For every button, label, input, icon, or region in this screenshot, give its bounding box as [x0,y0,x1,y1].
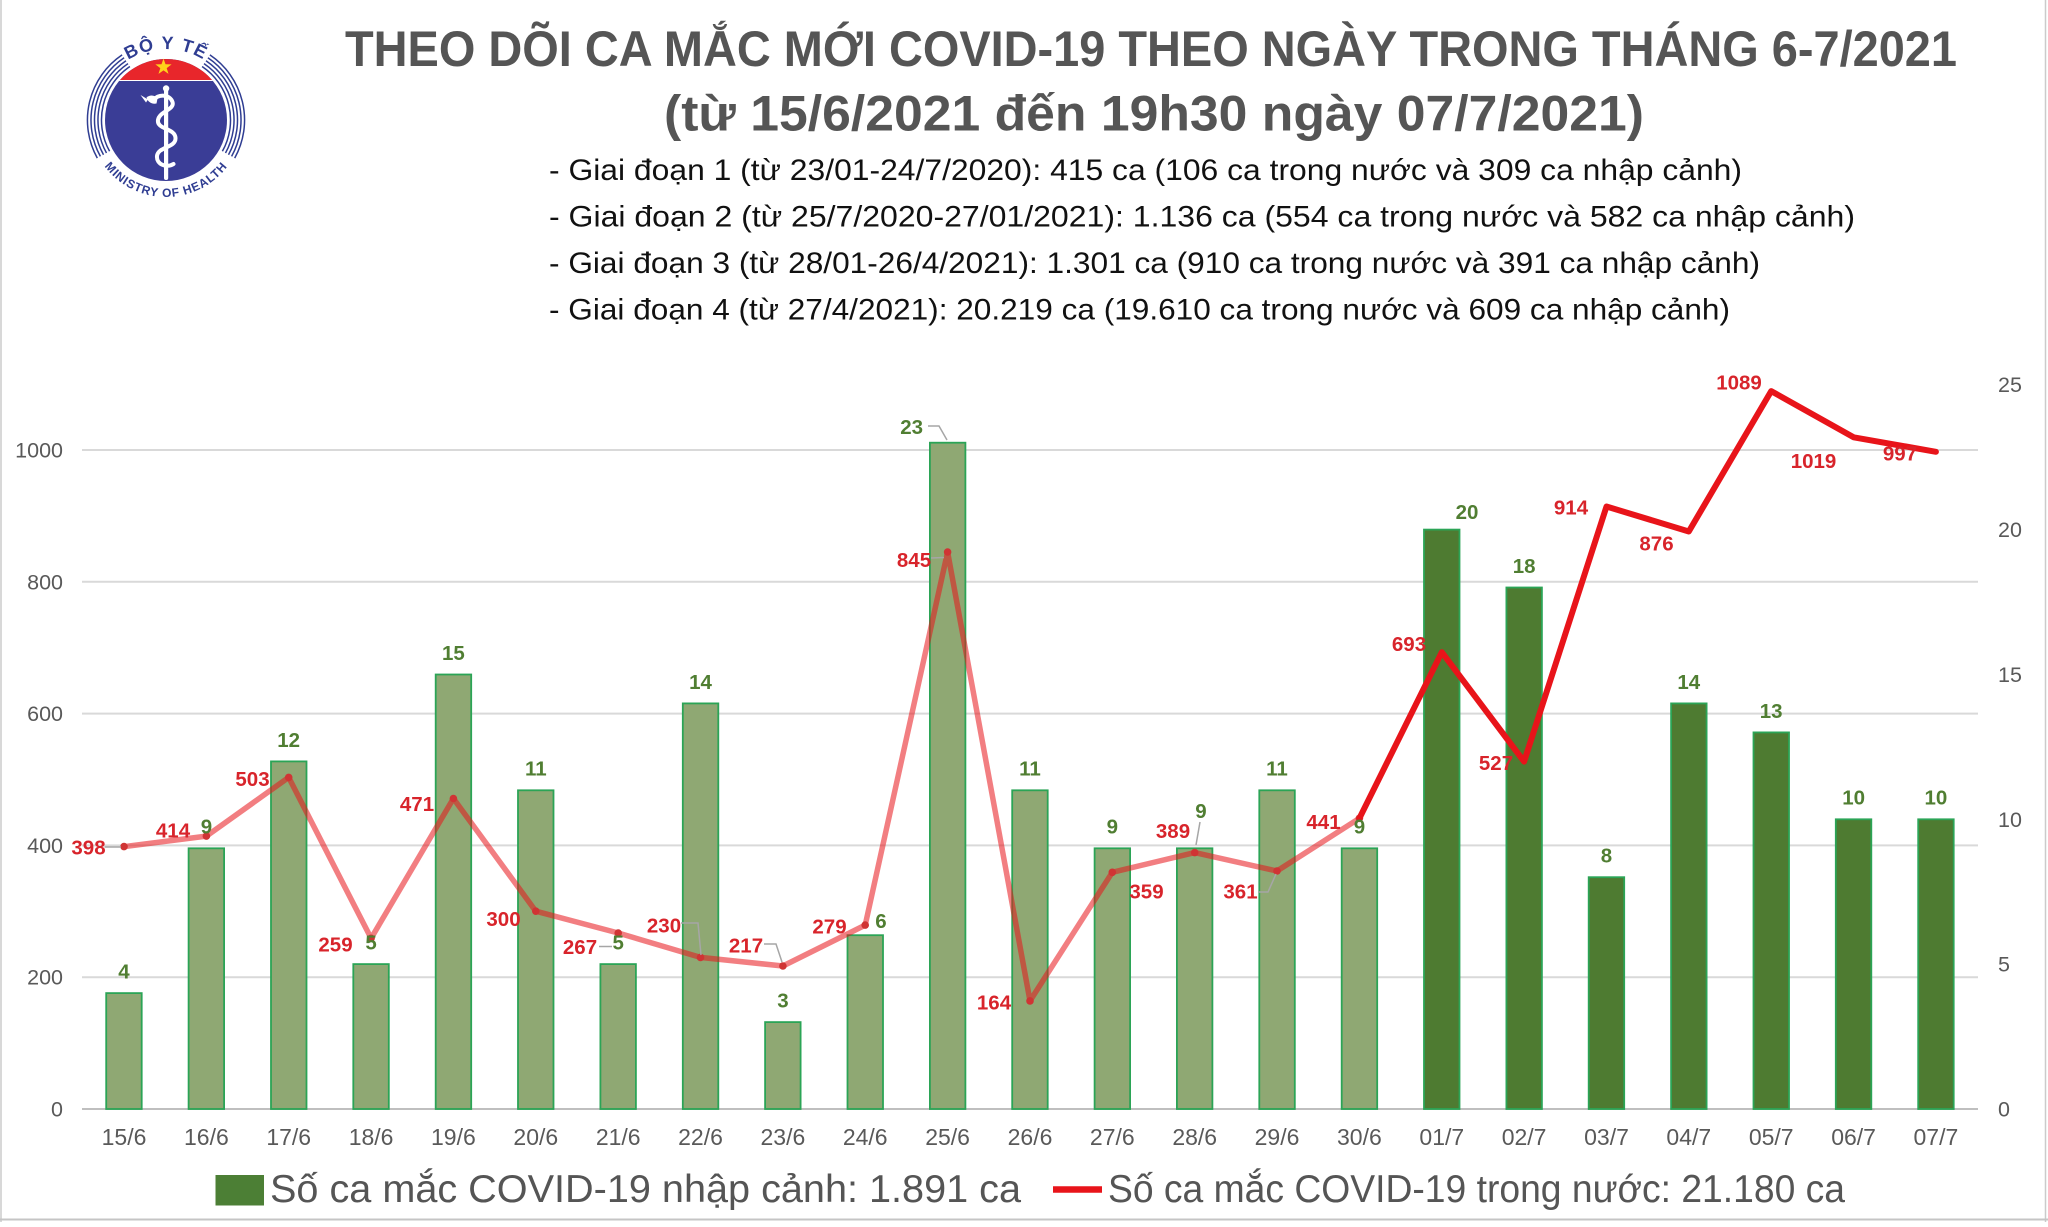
svg-text:15: 15 [442,642,465,665]
svg-text:20: 20 [1456,501,1479,524]
svg-text:0: 0 [51,1098,63,1122]
svg-text:23: 23 [900,416,923,439]
svg-text:(từ 15/6/2021 đến 19h30 ngày 0: (từ 15/6/2021 đến 19h30 ngày 07/7/2021) [664,86,1644,142]
svg-text:25: 25 [1998,373,2022,397]
svg-text:28/6: 28/6 [1172,1124,1217,1150]
svg-text:07/7: 07/7 [1914,1124,1959,1150]
svg-text:22/6: 22/6 [678,1124,723,1150]
svg-text:11: 11 [525,758,547,781]
svg-text:17/6: 17/6 [266,1124,311,1150]
svg-text:9: 9 [1195,800,1206,823]
svg-text:23/6: 23/6 [761,1124,806,1150]
svg-text:4: 4 [118,961,130,984]
svg-text:05/7: 05/7 [1749,1124,1794,1150]
svg-text:164: 164 [977,992,1012,1015]
svg-text:06/7: 06/7 [1831,1124,1876,1150]
svg-text:12: 12 [277,729,300,752]
svg-text:24/6: 24/6 [843,1124,888,1150]
svg-text:THEO DÕI CA MẮC MỚI COVID-19 T: THEO DÕI CA MẮC MỚI COVID-19 THEO NGÀY T… [345,20,1957,77]
svg-text:9: 9 [1354,816,1365,839]
svg-text:9: 9 [201,816,212,839]
svg-text:471: 471 [400,793,434,816]
svg-text:21/6: 21/6 [596,1124,641,1150]
svg-text:13: 13 [1760,700,1783,723]
svg-text:- Giai đoạn 2 (từ 25/7/2020-27: - Giai đoạn 2 (từ 25/7/2020-27/01/2021):… [549,201,1855,234]
svg-text:Số ca mắc COVID-19 trong nước:: Số ca mắc COVID-19 trong nước: 21.180 ca [1108,1168,1845,1211]
svg-text:441: 441 [1306,811,1340,834]
svg-text:10: 10 [1924,787,1947,810]
svg-text:20: 20 [1998,518,2022,542]
svg-text:1000: 1000 [15,439,63,463]
svg-text:1089: 1089 [1716,372,1762,395]
svg-text:03/7: 03/7 [1584,1124,1629,1150]
svg-text:414: 414 [156,820,191,843]
svg-text:800: 800 [27,570,63,594]
svg-text:11: 11 [1019,758,1041,781]
svg-text:19/6: 19/6 [431,1124,476,1150]
svg-text:527: 527 [1479,752,1513,775]
svg-text:04/7: 04/7 [1666,1124,1711,1150]
svg-text:997: 997 [1883,443,1917,466]
svg-text:14: 14 [1677,671,1700,694]
svg-text:389: 389 [1156,820,1190,843]
svg-text:26/6: 26/6 [1008,1124,1053,1150]
svg-text:10: 10 [1998,808,2022,832]
svg-text:- Giai đoạn 1 (từ 23/01-24/7/2: - Giai đoạn 1 (từ 23/01-24/7/2020): 415 … [549,154,1742,187]
svg-text:02/7: 02/7 [1502,1124,1547,1150]
svg-text:503: 503 [235,768,269,791]
svg-text:8: 8 [1601,845,1612,868]
svg-text:- Giai đoạn 3 (từ 28/01-26/4/2: - Giai đoạn 3 (từ 28/01-26/4/2021): 1.30… [549,247,1760,280]
svg-text:Số ca mắc COVID-19 nhập cảnh:: Số ca mắc COVID-19 nhập cảnh: 1.891 ca [270,1168,1021,1211]
svg-text:5: 5 [1998,953,2010,977]
svg-text:259: 259 [318,934,352,957]
svg-text:876: 876 [1639,533,1673,556]
svg-text:200: 200 [27,966,63,990]
svg-text:20/6: 20/6 [513,1124,558,1150]
svg-text:6: 6 [875,910,886,933]
svg-text:279: 279 [812,916,846,939]
svg-text:27/6: 27/6 [1090,1124,1135,1150]
svg-text:5: 5 [365,932,376,955]
svg-text:359: 359 [1129,881,1163,904]
svg-text:693: 693 [1392,633,1426,656]
svg-text:400: 400 [27,834,63,858]
svg-text:10: 10 [1842,787,1865,810]
svg-text:1019: 1019 [1791,450,1837,473]
svg-text:361: 361 [1223,881,1257,904]
svg-text:0: 0 [1998,1098,2010,1122]
svg-text:267: 267 [563,936,597,959]
svg-text:16/6: 16/6 [184,1124,229,1150]
svg-text:30/6: 30/6 [1337,1124,1382,1150]
svg-text:18/6: 18/6 [349,1124,394,1150]
svg-text:29/6: 29/6 [1255,1124,1300,1150]
svg-text:15: 15 [1998,663,2022,687]
svg-text:914: 914 [1554,497,1589,520]
svg-text:398: 398 [71,837,105,860]
svg-text:845: 845 [897,549,931,572]
svg-text:15/6: 15/6 [102,1124,147,1150]
svg-text:230: 230 [647,915,681,938]
svg-text:217: 217 [729,935,763,958]
svg-text:5: 5 [612,932,623,955]
svg-text:3: 3 [777,990,788,1013]
svg-text:01/7: 01/7 [1419,1124,1464,1150]
svg-text:300: 300 [486,908,520,931]
svg-text:25/6: 25/6 [925,1124,970,1150]
svg-text:11: 11 [1266,758,1288,781]
svg-text:9: 9 [1107,816,1118,839]
svg-text:- Giai đoạn 4 (từ 27/4/2021):: - Giai đoạn 4 (từ 27/4/2021): 20.219 ca … [549,294,1730,327]
svg-text:18: 18 [1513,555,1536,578]
svg-text:14: 14 [689,671,712,694]
svg-text:600: 600 [27,702,63,726]
